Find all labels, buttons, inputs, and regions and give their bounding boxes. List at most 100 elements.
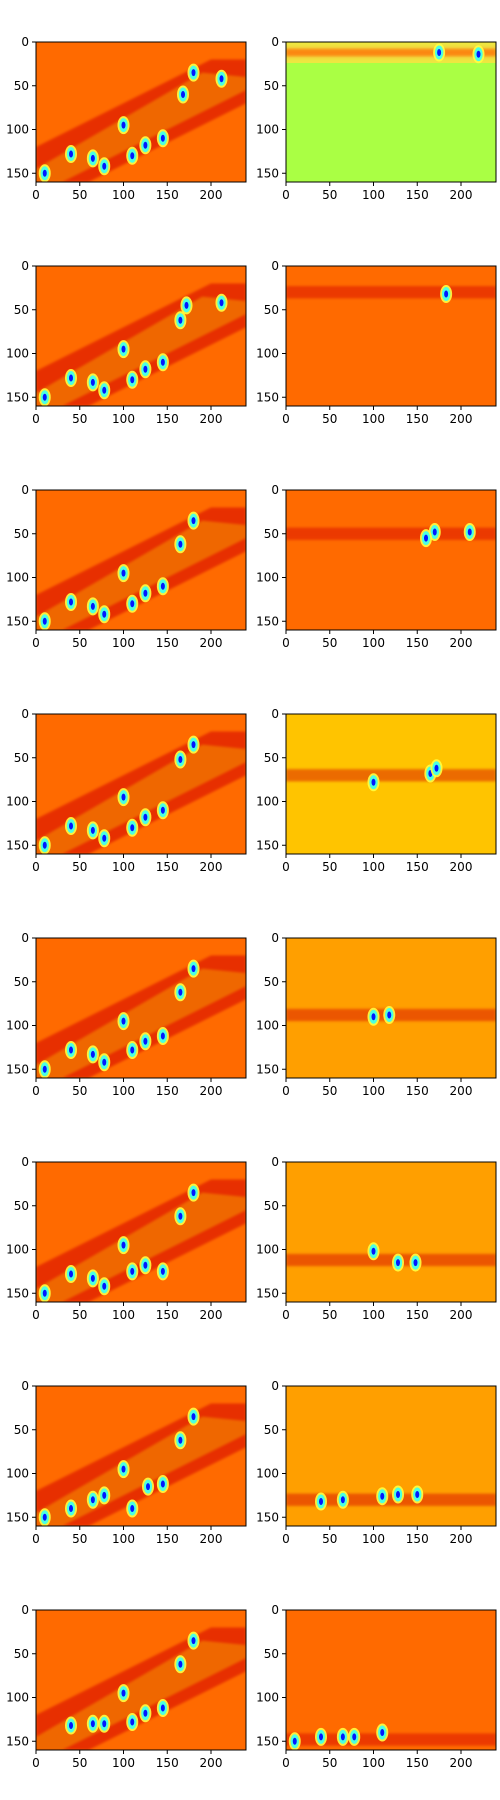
hotspot-core xyxy=(69,822,73,830)
y-tick-label: 50 xyxy=(14,975,29,989)
panel-background xyxy=(286,490,496,630)
x-tick-label: 100 xyxy=(112,1308,135,1322)
x-tick-label: 0 xyxy=(282,860,290,874)
panel-frame xyxy=(35,1385,247,1527)
y-tick-label: 50 xyxy=(14,1647,29,1661)
hotspot-core xyxy=(90,378,95,386)
panel-background xyxy=(286,1162,496,1302)
x-tick-label: 50 xyxy=(322,1532,337,1546)
x-tick-label: 200 xyxy=(200,188,223,202)
x-tick-label: 0 xyxy=(282,188,290,202)
y-tick-label: 100 xyxy=(256,1243,279,1257)
x-tick-label: 100 xyxy=(112,636,135,650)
y-tick-label: 100 xyxy=(6,1019,29,1033)
hotspot-core xyxy=(130,376,135,384)
x-tick-label: 0 xyxy=(282,1308,290,1322)
panel-frame xyxy=(35,265,247,407)
x-tick-label: 150 xyxy=(406,412,429,426)
x-tick-label: 150 xyxy=(156,636,179,650)
y-tick-label: 50 xyxy=(14,527,29,541)
top-band-core xyxy=(286,49,496,56)
x-tick-label: 100 xyxy=(112,1532,135,1546)
y-tick-label: 0 xyxy=(271,483,279,497)
y-tick-label: 100 xyxy=(6,571,29,585)
hotspot-core xyxy=(181,91,185,98)
hotspot-core xyxy=(102,610,107,618)
hotspot-core xyxy=(130,152,135,160)
panel-frame xyxy=(285,41,497,183)
x-tick-label: 200 xyxy=(200,1084,223,1098)
heatmap-panel-5-0: 0 50 100 150 200 0 50 100 150 xyxy=(6,1155,247,1322)
panel-frame xyxy=(285,489,497,631)
x-tick-label: 50 xyxy=(322,1308,337,1322)
hotspot-core xyxy=(191,965,196,973)
x-tick-label: 50 xyxy=(72,1308,87,1322)
x-tick-label: 150 xyxy=(156,860,179,874)
hotspot-core xyxy=(191,69,196,77)
hotspot-core xyxy=(121,1689,126,1697)
hotspot-core xyxy=(130,1267,135,1275)
y-tick-label: 50 xyxy=(264,1199,279,1213)
panel-background xyxy=(286,1610,496,1750)
hotspot-core xyxy=(160,134,165,142)
hotspot-core xyxy=(437,49,442,56)
x-tick-label: 100 xyxy=(112,860,135,874)
y-tick-label: 100 xyxy=(256,795,279,809)
x-tick-label: 200 xyxy=(450,860,473,874)
x-tick-label: 0 xyxy=(282,412,290,426)
x-tick-label: 100 xyxy=(362,188,385,202)
y-tick-label: 150 xyxy=(6,1510,29,1524)
hotspot-core xyxy=(69,374,73,382)
hotspot-core xyxy=(69,150,73,158)
x-tick-label: 50 xyxy=(322,1084,337,1098)
x-tick-label: 200 xyxy=(200,860,223,874)
hotspot-core xyxy=(143,589,148,597)
y-tick-label: 100 xyxy=(256,1019,279,1033)
hotspot-core xyxy=(387,1011,392,1019)
heatmap-panel-2-0: 0 50 100 150 200 0 50 100 150 xyxy=(6,483,247,650)
x-tick-label: 150 xyxy=(406,636,429,650)
y-tick-label: 100 xyxy=(256,571,279,585)
y-tick-label: 150 xyxy=(256,1062,279,1076)
hotspot-core xyxy=(42,393,47,401)
hotspot-core xyxy=(219,75,224,83)
hotspot-core xyxy=(191,741,196,749)
y-tick-label: 50 xyxy=(264,527,279,541)
hotspot-core xyxy=(143,1261,148,1269)
x-tick-label: 50 xyxy=(322,636,337,650)
x-tick-label: 200 xyxy=(450,636,473,650)
y-tick-label: 50 xyxy=(14,303,29,317)
y-tick-label: 50 xyxy=(14,751,29,765)
x-tick-label: 50 xyxy=(72,188,87,202)
panel-frame xyxy=(285,265,497,407)
hotspot-core xyxy=(130,1505,135,1512)
y-tick-label: 0 xyxy=(271,931,279,945)
y-tick-label: 150 xyxy=(6,390,29,404)
heatmap-panel-7-0: 0 50 100 150 200 0 50 100 150 xyxy=(6,1603,247,1770)
hotspot-core xyxy=(69,1505,73,1512)
hotspot-core xyxy=(130,1718,135,1726)
hotspot-core xyxy=(178,1436,183,1444)
heatmap-panel-3-1: 0 50 100 150 200 0 50 100 150 xyxy=(256,707,497,874)
x-tick-label: 200 xyxy=(200,636,223,650)
x-tick-label: 100 xyxy=(112,188,135,202)
y-tick-label: 100 xyxy=(6,347,29,361)
x-tick-label: 0 xyxy=(32,1532,40,1546)
heatmap-panel-6-0: 0 50 100 150 200 0 50 100 150 xyxy=(6,1379,247,1546)
y-tick-label: 50 xyxy=(14,1199,29,1213)
x-tick-label: 0 xyxy=(32,1308,40,1322)
hotspot-core xyxy=(69,598,73,606)
hotspot-core xyxy=(90,602,95,610)
y-tick-label: 100 xyxy=(6,795,29,809)
activity-band xyxy=(286,1253,496,1267)
x-tick-label: 0 xyxy=(32,636,40,650)
y-tick-label: 50 xyxy=(264,303,279,317)
hotspot-core xyxy=(371,1013,376,1021)
x-tick-label: 50 xyxy=(72,1084,87,1098)
hotspot-core xyxy=(191,1189,196,1197)
x-tick-label: 200 xyxy=(450,1308,473,1322)
x-tick-label: 200 xyxy=(200,1532,223,1546)
x-tick-label: 0 xyxy=(32,412,40,426)
